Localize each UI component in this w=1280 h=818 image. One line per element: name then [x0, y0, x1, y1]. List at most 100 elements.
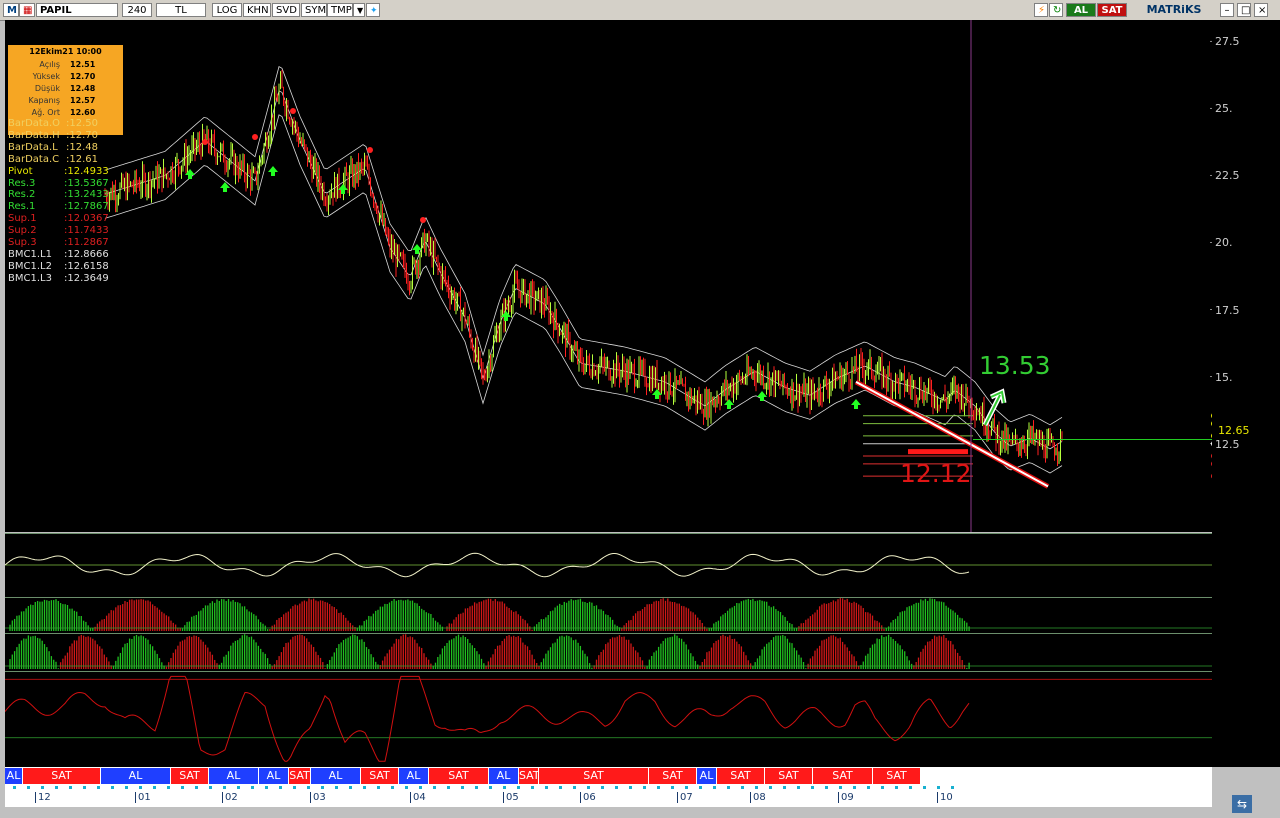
- minimize-icon[interactable]: –: [1220, 3, 1234, 17]
- time-tick: [139, 786, 142, 789]
- signal-segment: AL: [5, 768, 22, 784]
- info-value: 12.57: [70, 96, 96, 105]
- time-tick: [461, 786, 464, 789]
- time-tick: [307, 786, 310, 789]
- signal-segment: AL: [697, 768, 716, 784]
- time-tick: [909, 786, 912, 789]
- signal-segment: SAT: [429, 768, 488, 784]
- time-tick: [503, 786, 506, 789]
- refresh-icon[interactable]: ↻: [1049, 3, 1063, 17]
- svd-button[interactable]: SVD: [272, 3, 300, 17]
- dip2-panel[interactable]: [5, 633, 1212, 671]
- trend-line-inner: [855, 381, 1049, 488]
- khn-button[interactable]: KHN: [243, 3, 271, 17]
- price-chart[interactable]: [5, 20, 1212, 532]
- signal-segment: SAT: [361, 768, 398, 784]
- signal-segment: AL: [259, 768, 288, 784]
- time-tick: [671, 786, 674, 789]
- rsi-panel[interactable]: [5, 671, 1212, 767]
- signal-segment: SAT: [649, 768, 696, 784]
- time-tick: [853, 786, 856, 789]
- x-axis-label: 03: [310, 792, 326, 803]
- pivot-dot: [1211, 453, 1212, 459]
- currency-select[interactable]: TL: [156, 3, 206, 17]
- time-tick: [937, 786, 940, 789]
- time-tick: [895, 786, 898, 789]
- al-button[interactable]: AL: [1066, 3, 1096, 17]
- indicator-label: Sup.1: [8, 213, 37, 225]
- time-tick: [601, 786, 604, 789]
- x-axis-label: 02: [222, 792, 238, 803]
- buy-signal-arrow: [268, 166, 278, 176]
- time-tick: [699, 786, 702, 789]
- signal-segment: SAT: [171, 768, 208, 784]
- buy-signal-arrow: [652, 389, 662, 399]
- signal-strip: AL SAT AL SAT AL AL SAT AL SAT AL SAT AL SAT SAT SAT AL…: [5, 767, 1212, 807]
- chartist-panel[interactable]: [5, 533, 1212, 597]
- info-label: Ağ. Ort: [31, 108, 60, 117]
- time-tick: [69, 786, 72, 789]
- x-axis-label: 09: [838, 792, 854, 803]
- time-tick: [923, 786, 926, 789]
- x-axis-label: 01: [135, 792, 151, 803]
- time-tick: [573, 786, 576, 789]
- x-axis-label: 04: [410, 792, 426, 803]
- sell-signal-dot: [290, 108, 296, 114]
- matriks-logo-button[interactable]: M: [3, 3, 19, 17]
- time-tick: [489, 786, 492, 789]
- indicator-label: BarData.L: [8, 141, 58, 153]
- twitter-icon[interactable]: ✦: [366, 3, 380, 17]
- time-tick: [391, 786, 394, 789]
- time-tick: [293, 786, 296, 789]
- x-axis-label: 05: [503, 792, 519, 803]
- time-tick: [783, 786, 786, 789]
- buy-signal-arrow: [220, 182, 230, 192]
- time-tick: [797, 786, 800, 789]
- info-date: 12Ekim21 10:00: [29, 47, 102, 56]
- target-price-label: 13.53: [979, 351, 1051, 380]
- time-tick: [13, 786, 16, 789]
- signal-segment: SAT: [873, 768, 920, 784]
- indicator-label: Res.1: [8, 201, 36, 213]
- close-icon[interactable]: ×: [1254, 3, 1268, 17]
- dip1-panel[interactable]: [5, 597, 1212, 633]
- signal-segment: AL: [311, 768, 360, 784]
- band-upper: [104, 65, 1063, 426]
- time-tick: [615, 786, 618, 789]
- target-arrow: [984, 390, 1005, 426]
- indicator-value: :12.3649: [64, 272, 109, 284]
- indicator-value: :13.2433: [64, 189, 109, 201]
- signal-segment: SAT: [23, 768, 100, 784]
- indicator-value: :12.8666: [64, 248, 109, 260]
- tmp-button[interactable]: TMP: [327, 3, 353, 17]
- time-tick: [153, 786, 156, 789]
- y-tick-label: 25.: [1215, 102, 1233, 116]
- sym-button[interactable]: SYM: [301, 3, 327, 17]
- symbol-input[interactable]: PAPIL: [36, 3, 118, 17]
- buy-signal-arrow: [851, 399, 861, 409]
- period-input[interactable]: 240: [122, 3, 152, 17]
- time-tick: [111, 786, 114, 789]
- time-tick: [405, 786, 408, 789]
- pivot-dot: [1211, 421, 1212, 426]
- time-tick: [657, 786, 660, 789]
- sat-button[interactable]: SAT: [1097, 3, 1127, 17]
- time-tick: [419, 786, 422, 789]
- x-axis-label: 06: [580, 792, 596, 803]
- dropdown-icon[interactable]: ▼: [353, 3, 365, 17]
- log-button[interactable]: LOG: [212, 3, 242, 17]
- time-tick: [97, 786, 100, 789]
- maximize-icon[interactable]: □: [1237, 3, 1251, 17]
- right-axis-strip: [1212, 20, 1280, 767]
- signal-segment: AL: [209, 768, 258, 784]
- menu-icon[interactable]: ▦: [19, 3, 35, 17]
- indicator-value: :12.61: [66, 153, 98, 165]
- pivot-dot: [1211, 461, 1212, 467]
- scroll-button[interactable]: ⇆: [1232, 795, 1252, 813]
- chartist-line: [5, 552, 970, 578]
- flash-icon[interactable]: ⚡: [1034, 3, 1048, 17]
- y-tick-label: 17.5: [1215, 303, 1240, 317]
- time-tick: [55, 786, 58, 789]
- time-tick: [811, 786, 814, 789]
- signal-segment: SAT: [539, 768, 648, 784]
